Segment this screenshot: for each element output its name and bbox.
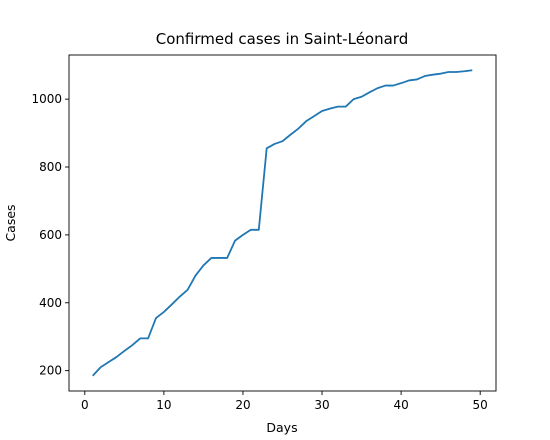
x-tick-label: 50: [473, 398, 488, 412]
y-tick-label: 600: [39, 228, 62, 242]
y-tick-label: 800: [39, 160, 62, 174]
plot-area: 0 10 20 30 40 50 200 400 600 800 1000: [31, 54, 497, 412]
y-tick-label: 200: [39, 364, 62, 378]
x-axis-label: Days: [266, 420, 297, 435]
y-axis-label: Cases: [3, 204, 18, 241]
x-tick-label: 10: [156, 398, 171, 412]
x-tick-label: 0: [81, 398, 89, 412]
x-tick-label: 40: [393, 398, 408, 412]
x-tick-label: 20: [235, 398, 250, 412]
y-tick-label: 1000: [31, 92, 62, 106]
series-line: [92, 69, 473, 377]
y-tick-label: 400: [39, 296, 62, 310]
axes-frame: [68, 54, 497, 392]
chart-title: Confirmed cases in Saint-Léonard: [156, 30, 408, 48]
x-tick-label: 30: [314, 398, 329, 412]
